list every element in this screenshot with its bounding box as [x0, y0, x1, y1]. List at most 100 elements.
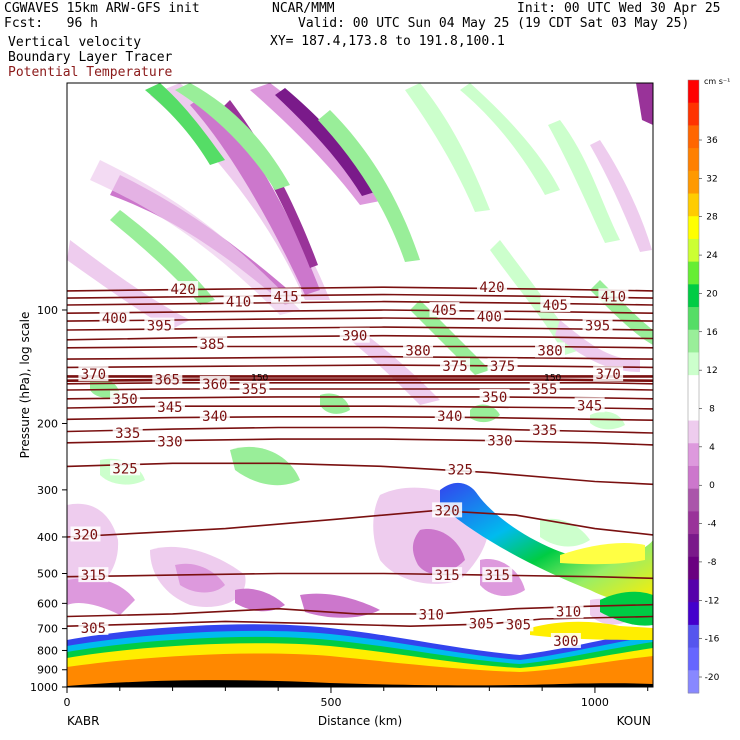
- colorbar-swatch: [688, 488, 699, 512]
- colorbar-swatch: [688, 534, 699, 558]
- right-station-label: KOUN: [617, 714, 651, 728]
- theta-label-bg: [416, 606, 447, 622]
- theta-label-bg: [78, 366, 109, 382]
- colorbar-swatch: [688, 102, 699, 126]
- theta-label-bg: [70, 526, 101, 542]
- theta-label-410: 410: [226, 295, 251, 311]
- theta-label-355: 355: [242, 382, 267, 398]
- theta-label-350: 350: [112, 392, 137, 408]
- colorbar-label: -16: [705, 635, 720, 645]
- theta-label-bg: [199, 375, 230, 391]
- organization: NCAR/MMM: [272, 1, 335, 16]
- field-boundary-tracer: Boundary Layer Tracer: [8, 50, 173, 65]
- colorbar-swatch: [688, 307, 699, 331]
- init-time: Init: 00 UTC Wed 30 Apr 25: [517, 1, 721, 16]
- colorbar-label: -4: [708, 520, 717, 530]
- theta-label-325: 325: [112, 461, 137, 477]
- theta-label-370: 370: [81, 367, 106, 383]
- theta-label-bg: [529, 380, 560, 396]
- y-tick-label: 300: [37, 484, 58, 497]
- y-tick-label: 600: [37, 597, 58, 610]
- y-tick-label: 800: [37, 644, 58, 657]
- theta-label-bg: [574, 397, 605, 413]
- y-axis-title: Pressure (hPa), log scale: [18, 312, 32, 459]
- theta-label-330: 330: [487, 434, 512, 450]
- theta-label-400: 400: [102, 311, 127, 327]
- theta-label-420: 420: [170, 282, 195, 298]
- theta-contour-385: [67, 345, 653, 349]
- colorbar-swatch: [688, 148, 699, 172]
- colorbar: cm s⁻¹ 36 32 28 24 20 16 12 8 4 0 -4 -8 -12 -16 -20: [687, 77, 730, 694]
- theta-contour-410: [67, 300, 653, 306]
- theta-contour-375: [67, 364, 653, 369]
- colorbar-swatch: [688, 647, 699, 671]
- theta-label-335: 335: [115, 426, 140, 442]
- theta-contour-415: [67, 293, 653, 299]
- colorbar-swatch: [688, 579, 699, 603]
- y-tick-label: 200: [37, 417, 58, 430]
- colorbar-swatch: [688, 329, 699, 353]
- y-tick-label: 1000: [30, 681, 58, 694]
- theta-contour-340: [67, 416, 653, 421]
- colorbar-swatch: [688, 397, 699, 422]
- theta-label-350: 350: [482, 390, 507, 406]
- theta-label-340: 340: [202, 409, 227, 425]
- colorbar-swatch: [688, 602, 699, 626]
- colorbar-swatch: [688, 375, 699, 399]
- theta-label-bg: [78, 567, 109, 583]
- colorbar-swatch: [688, 216, 699, 240]
- theta-label-bg: [503, 616, 534, 632]
- x-tick-label: 0: [64, 696, 71, 709]
- theta-label-345: 345: [157, 400, 182, 416]
- theta-label-335: 335: [532, 423, 557, 439]
- theta-label-bg: [593, 366, 624, 382]
- colorbar-label: 12: [706, 366, 717, 376]
- colorbar-swatch: [688, 624, 699, 649]
- theta-label-bg: [482, 567, 513, 583]
- theta-label-bg: [144, 317, 175, 333]
- theta-label-310: 310: [556, 604, 581, 620]
- x-tick-label: 1000: [581, 696, 609, 709]
- theta-contour-355: [67, 388, 653, 391]
- theta-label-360: 360: [202, 377, 227, 393]
- colorbar-swatch: [688, 465, 699, 490]
- theta-label-355: 355: [532, 382, 557, 398]
- x-tick-label: 500: [320, 696, 341, 709]
- theta-label-bg: [110, 460, 141, 476]
- theta-label-bg: [271, 288, 302, 304]
- colorbar-label: 24: [706, 251, 718, 261]
- left-station-label: KABR: [67, 714, 99, 728]
- theta-label-bg: [432, 502, 463, 518]
- theta-label-395: 395: [585, 319, 610, 335]
- theta-label-415: 415: [273, 289, 298, 305]
- theta-label-405: 405: [543, 298, 568, 314]
- colorbar-swatch: [688, 670, 699, 694]
- theta-label-390: 390: [342, 329, 367, 345]
- theta-label-325: 325: [448, 463, 473, 479]
- theta-label-bg: [99, 309, 130, 325]
- theta-contour-335: [67, 426, 653, 434]
- theta-label-bg: [239, 380, 270, 396]
- forecast-hour: Fcst: 96 h: [4, 16, 98, 31]
- colorbar-swatch: [688, 170, 699, 195]
- theta-label-305: 305: [469, 616, 494, 632]
- theta-label-305: 305: [81, 621, 106, 637]
- y-tick-label: 400: [37, 531, 58, 544]
- theta-contour-405: [67, 309, 653, 314]
- theta-label-340: 340: [437, 409, 462, 425]
- colorbar-frame: [687, 79, 700, 694]
- y-tick-label: 100: [37, 304, 58, 317]
- theta-label-bg: [434, 407, 465, 423]
- plot-frame: [66, 82, 654, 688]
- y-tick-label: 700: [37, 623, 58, 636]
- theta-label-320: 320: [73, 527, 98, 543]
- theta-label-bg: [445, 461, 476, 477]
- colorbar-label: 28: [706, 213, 718, 223]
- theta-label-bg: [339, 327, 370, 343]
- theta-label-410: 410: [601, 289, 626, 305]
- theta-contour-390: [67, 334, 653, 341]
- x-axis-title: Distance (km): [318, 714, 402, 728]
- theta-label-bg: [78, 619, 109, 635]
- tropopause-mark: 150: [544, 373, 561, 383]
